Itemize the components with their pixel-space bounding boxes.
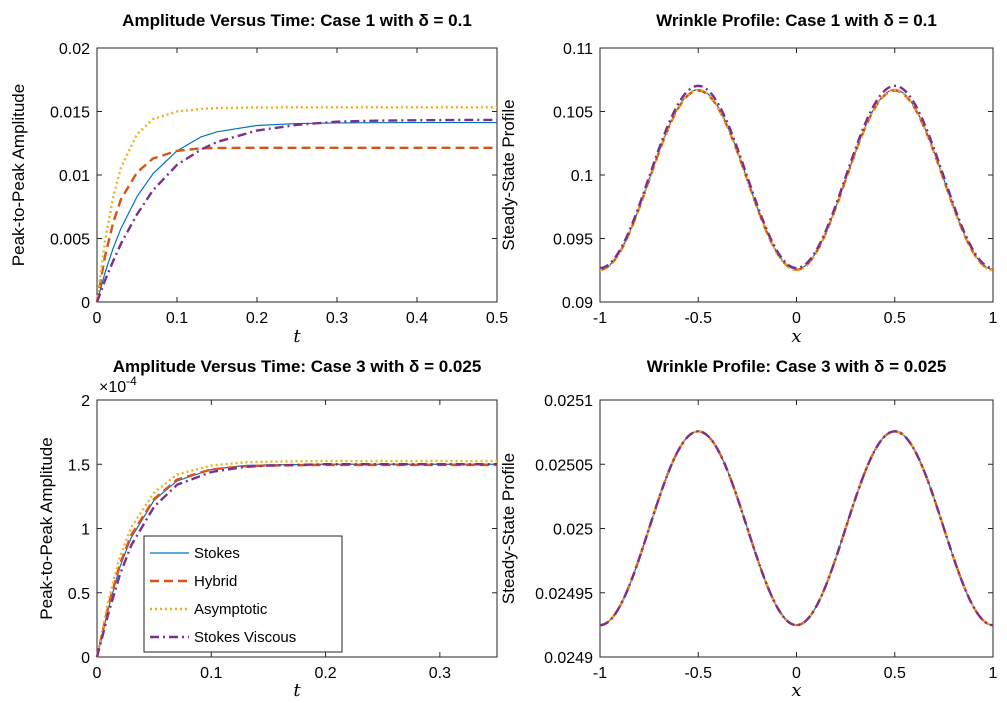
x-tick-label: -0.5 xyxy=(684,665,712,682)
x-tick-label: 0.5 xyxy=(884,310,906,327)
legend-label: Stokes Viscous xyxy=(194,629,296,646)
y-tick-label: 0.105 xyxy=(553,105,593,122)
chart-title: Wrinkle Profile: Case 3 with δ = 0.025 xyxy=(647,357,947,376)
x-tick-label: 1 xyxy=(989,665,998,682)
series-line-asymptotic xyxy=(95,106,497,303)
chart-title: Wrinkle Profile: Case 1 with δ = 0.1 xyxy=(656,11,937,30)
y-tick-label: 1.5 xyxy=(68,457,90,474)
y-tick-label: 0.015 xyxy=(50,105,90,122)
y-tick-label: 0.0249 xyxy=(544,650,593,667)
series-line-asymptotic xyxy=(95,459,497,658)
x-tick-label: 0 xyxy=(93,665,102,682)
x-tick-label: 0.1 xyxy=(200,665,222,682)
y-tick-label: 0.1 xyxy=(571,168,593,185)
y-tick-label: 0.11 xyxy=(563,41,593,58)
x-tick-label: -0.5 xyxy=(684,310,712,327)
series-line-stokes-viscous xyxy=(95,463,497,658)
y-tick-label: 0.0251 xyxy=(544,393,593,410)
x-tick-label: 0.2 xyxy=(314,665,336,682)
y-tick-label: 0.02495 xyxy=(535,586,593,603)
legend-label: Hybrid xyxy=(194,573,237,590)
x-axis-label: t xyxy=(293,680,301,701)
x-axis-label: t xyxy=(293,326,301,347)
y-tick-label: 0 xyxy=(81,650,90,667)
x-tick-label: 0.5 xyxy=(884,665,906,682)
legend-label: Asymptotic xyxy=(194,601,268,618)
y-tick-label: 0.005 xyxy=(50,232,90,249)
x-tick-label: 0 xyxy=(93,310,102,327)
legend-label: Stokes xyxy=(194,545,240,562)
legend-box xyxy=(143,535,343,653)
y-tick-label: 0.09 xyxy=(562,295,593,312)
y-tick-label: 1 xyxy=(81,522,90,539)
plot-area xyxy=(599,399,994,658)
series-line-hybrid xyxy=(599,89,994,271)
y-tick-label: 0.02 xyxy=(59,41,90,58)
plot-area xyxy=(599,47,994,303)
chart-title: Amplitude Versus Time: Case 3 with δ = 0… xyxy=(113,357,482,376)
y-tick-label: 0.5 xyxy=(68,586,90,603)
x-axis-label: x xyxy=(791,326,801,347)
chart-title: Amplitude Versus Time: Case 1 with δ = 0… xyxy=(122,11,472,30)
x-tick-label: 0 xyxy=(792,310,801,327)
x-tick-label: -1 xyxy=(593,665,607,682)
y-tick-label: 0.01 xyxy=(59,168,90,185)
series-line-hybrid xyxy=(599,430,994,627)
chart-panel-2: Wrinkle Profile: Case 1 with δ = 0.1 -1 -0… xyxy=(499,11,998,347)
y-tick-label: 0.095 xyxy=(553,232,593,249)
y-tick-label: 0.02505 xyxy=(535,457,593,474)
y-exponent-power: -4 xyxy=(126,374,137,388)
x-tick-label: 1 xyxy=(989,310,998,327)
x-tick-label: 0 xyxy=(792,665,801,682)
x-axis-label: x xyxy=(791,680,801,701)
y-axis-label: Peak-to-Peak Amplitude xyxy=(9,84,28,266)
y-axis-label: Steady-State Profile xyxy=(499,99,518,250)
series-line-stokes xyxy=(96,121,497,303)
y-tick-label: 0 xyxy=(81,295,90,312)
chart-panel-3: Amplitude Versus Time: Case 3 with δ = 0… xyxy=(37,357,498,701)
chart-panel-4: Wrinkle Profile: Case 3 with δ = 0.025 -1… xyxy=(499,357,998,701)
y-exponent-label: ×10-4 xyxy=(99,374,137,396)
x-tick-label: 0.2 xyxy=(246,310,268,327)
x-tick-label: 0.4 xyxy=(406,310,428,327)
x-tick-label: 0.1 xyxy=(166,310,188,327)
y-tick-label: 0.025 xyxy=(553,522,593,539)
series-line-hybrid xyxy=(95,146,497,303)
chart-panel-1: Amplitude Versus Time: Case 1 with δ = 0… xyxy=(9,11,508,347)
plot-area xyxy=(96,47,498,303)
x-tick-label: -1 xyxy=(593,310,607,327)
y-axis-label: Steady-State Profile xyxy=(499,453,518,604)
x-tick-label: 0.3 xyxy=(429,665,451,682)
y-tick-label: 2 xyxy=(81,393,90,410)
series-line-stokes-viscous xyxy=(95,118,498,303)
series-line-stokes-viscous xyxy=(599,84,994,270)
x-tick-label: 0.3 xyxy=(326,310,348,327)
legend: Stokes Hybrid Asymptotic Stokes Viscous xyxy=(143,535,343,653)
x-tick-label: 0.5 xyxy=(486,310,508,327)
y-axis-label: Peak-to-Peak Amplitude xyxy=(37,437,56,619)
